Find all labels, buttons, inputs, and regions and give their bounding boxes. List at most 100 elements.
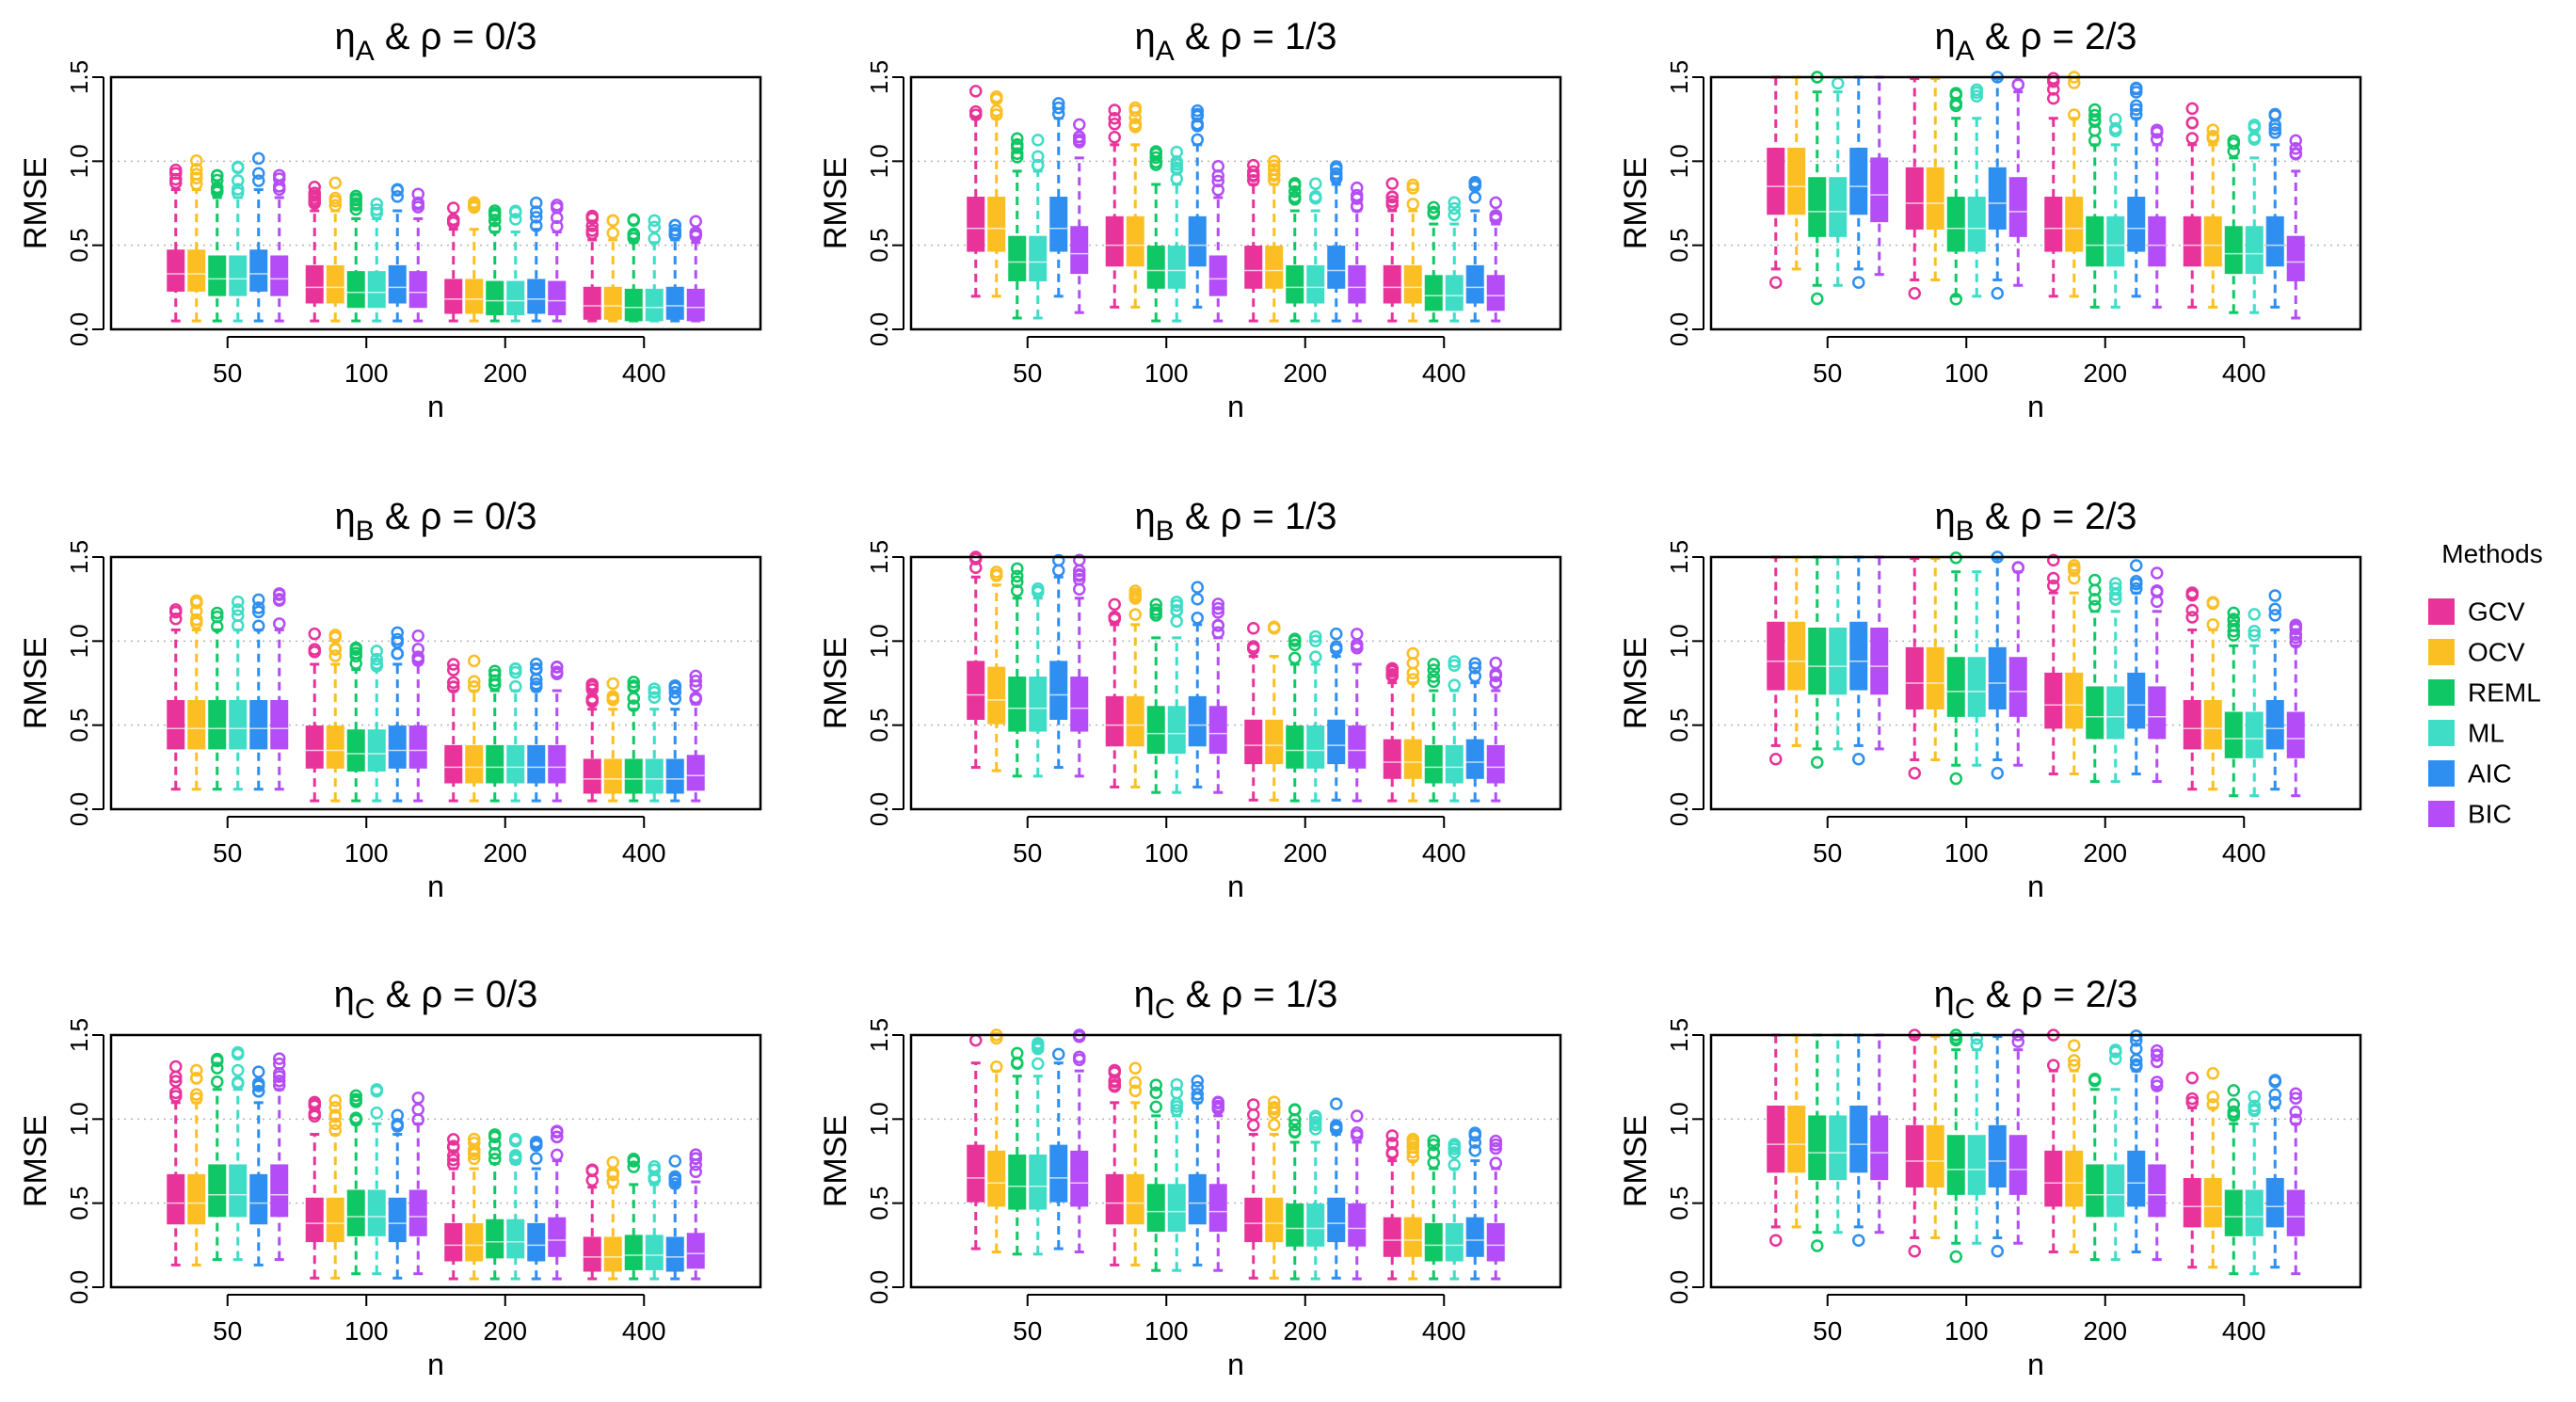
outlier-point [1288, 1103, 1302, 1116]
outlier-point [1991, 767, 2004, 780]
outlier-point [1011, 1056, 1024, 1070]
box-ocv-n400 [603, 677, 622, 803]
outlier-point [1448, 208, 1461, 222]
outlier-point [190, 594, 203, 608]
outlier-point [252, 593, 265, 607]
box-body [645, 288, 664, 322]
box-body [167, 1173, 185, 1225]
panel-etaB-rho0-3: 0.0 0.5 1.0 1.5 RMSE 50 100 200 400 n ηB & ρ = 0/3 [18, 496, 762, 903]
box-ocv-n100 [326, 176, 344, 323]
box-body [367, 729, 386, 772]
outlier-point [1970, 83, 1983, 97]
panel-title: ηC & ρ = 0/3 [334, 974, 538, 1025]
outlier-point [668, 1155, 681, 1168]
outlier-point [308, 180, 321, 194]
box-body [1167, 1184, 1186, 1233]
outlier-point [328, 1093, 342, 1107]
outlier-point [2268, 1088, 2281, 1101]
panel-etaC-rho2-3: 0.0 0.5 1.0 1.5 RMSE 50 100 200 400 n ηC & ρ = 2/3 [1618, 974, 2362, 1381]
box-aic-n200 [527, 196, 546, 323]
outlier-point [2109, 588, 2122, 601]
box-reml-n50 [1808, 555, 1827, 769]
box-body [548, 280, 567, 316]
box-reml-n50 [208, 1052, 227, 1262]
box-body [1829, 627, 1848, 695]
outlier-point [308, 197, 321, 210]
outlier-point [2289, 1113, 2302, 1126]
outlier-point [1489, 656, 1502, 670]
outlier-point [2289, 1087, 2302, 1100]
box-gcv-n50 [967, 1033, 985, 1251]
box-body [1829, 1115, 1848, 1181]
box-aic-n400 [1465, 657, 1484, 803]
outlier-point [1468, 180, 1481, 193]
title-eta-subscript: C [1155, 994, 1176, 1025]
box-bic-n400 [686, 1148, 705, 1281]
outlier-point [190, 616, 203, 629]
box-body [603, 286, 622, 320]
outlier-point [169, 612, 183, 626]
box-reml-n400 [624, 676, 643, 803]
outlier-point [2289, 1091, 2302, 1106]
outlier-point [169, 1059, 183, 1074]
outlier-point [1330, 1097, 1343, 1110]
outlier-point [488, 674, 502, 688]
outlier-point [2268, 107, 2281, 121]
legend-swatch [2428, 639, 2455, 665]
outlier-point [308, 192, 321, 205]
y-tick-label: 1.0 [1665, 144, 1693, 178]
outlier-point [1052, 107, 1065, 120]
x-tick-label: 50 [213, 1316, 242, 1346]
box-aic-n400 [1465, 1126, 1484, 1281]
outlier-point [1211, 618, 1224, 632]
outlier-point [1011, 141, 1024, 154]
outlier-point [1268, 163, 1281, 176]
outlier-point [1489, 211, 1502, 224]
box-body [1829, 177, 1848, 237]
outlier-point [1170, 1100, 1183, 1113]
box-body [2203, 215, 2222, 267]
y-tick-label: 1.5 [1665, 60, 1693, 94]
box-body [1146, 706, 1165, 755]
box-bic-n400 [686, 215, 705, 323]
box-body [1403, 1217, 1422, 1257]
outlier-point [1211, 174, 1224, 188]
box-gcv-n50 [167, 1059, 185, 1267]
legend: Methods GCV OCV REML ML AIC BIC [2428, 539, 2543, 829]
box-gcv-n100 [1105, 104, 1124, 309]
box-aic-n400 [2265, 107, 2284, 309]
box-body [1029, 677, 1048, 732]
box-body [229, 255, 248, 296]
y-tick-label: 0.5 [865, 1187, 893, 1220]
outlier-point [2268, 609, 2281, 622]
box-body [1926, 167, 1944, 231]
outlier-point [1191, 611, 1204, 625]
box-reml-n400 [2224, 606, 2243, 798]
box-reml-n200 [486, 204, 504, 323]
box-body [1424, 1222, 1443, 1262]
box-body [270, 700, 289, 750]
outlier-point [1211, 597, 1224, 611]
box-ml-n400 [2245, 1091, 2264, 1276]
box-aic-n100 [1988, 550, 2007, 780]
outlier-point [1351, 1109, 1364, 1123]
outlier-point [530, 1152, 543, 1165]
outlier-point [689, 1165, 702, 1179]
outlier-point [1073, 118, 1086, 132]
y-tick-label: 0.5 [865, 709, 893, 742]
outlier-point [232, 1075, 245, 1089]
outlier-point [1108, 1075, 1121, 1089]
box-body [645, 1235, 664, 1270]
outlier-point [1247, 1098, 1260, 1111]
y-axis-label: RMSE [1618, 637, 1654, 729]
box-body [603, 1236, 622, 1272]
box-body [167, 249, 185, 292]
outlier-point [447, 1133, 460, 1146]
box-body [1808, 627, 1827, 695]
box-gcv-n200 [444, 201, 463, 323]
outlier-point [627, 1152, 640, 1166]
box-body [444, 1222, 463, 1262]
box-ml-n200 [2106, 1044, 2125, 1262]
outlier-point [1427, 670, 1440, 683]
x-tick-label: 100 [344, 358, 389, 388]
